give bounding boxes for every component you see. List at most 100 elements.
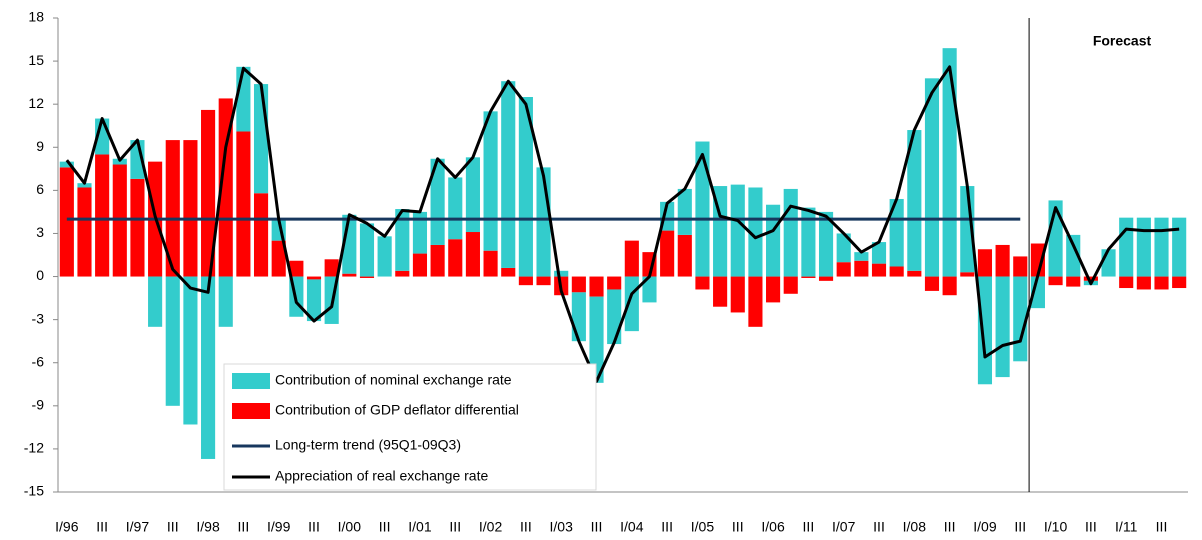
lines bbox=[65, 65, 1180, 383]
bar bbox=[95, 154, 110, 277]
x-tick-label: III bbox=[873, 519, 885, 535]
bar bbox=[412, 253, 428, 277]
bar bbox=[465, 232, 480, 277]
bar bbox=[1066, 276, 1081, 287]
bar bbox=[766, 276, 781, 303]
bar bbox=[554, 270, 569, 277]
bar bbox=[236, 66, 251, 132]
bar bbox=[730, 184, 745, 277]
x-tick-label: I/01 bbox=[408, 519, 432, 535]
x-tick-label: I/10 bbox=[1044, 519, 1068, 535]
bar bbox=[201, 276, 216, 459]
bar bbox=[624, 240, 639, 277]
x-tick-label: III bbox=[591, 519, 603, 535]
bar bbox=[783, 276, 798, 294]
bar bbox=[907, 270, 922, 277]
y-tick-label: -3 bbox=[32, 310, 45, 326]
bar bbox=[501, 81, 516, 268]
bar bbox=[871, 242, 887, 264]
bar bbox=[1030, 243, 1045, 277]
bar bbox=[448, 177, 463, 240]
bar bbox=[183, 276, 198, 425]
bar bbox=[942, 276, 957, 296]
bar bbox=[589, 276, 604, 297]
bar bbox=[571, 292, 586, 342]
x-tick-label: III bbox=[732, 519, 744, 535]
x-tick-label: I/06 bbox=[761, 519, 785, 535]
bar bbox=[165, 140, 180, 277]
y-tick-label: 12 bbox=[28, 95, 44, 111]
bar bbox=[730, 276, 745, 313]
bar bbox=[518, 97, 533, 277]
bar bbox=[907, 130, 922, 271]
bar bbox=[889, 266, 904, 277]
forecast-label: Forecast bbox=[1093, 33, 1152, 49]
y-tick-label: 6 bbox=[36, 181, 44, 197]
x-tick-label: I/99 bbox=[267, 519, 291, 535]
x-tick-label: III bbox=[661, 519, 673, 535]
x-tick-label: I/09 bbox=[973, 519, 997, 535]
bar bbox=[77, 183, 92, 188]
bar bbox=[977, 249, 993, 277]
bar bbox=[218, 276, 233, 327]
bar bbox=[342, 273, 357, 277]
x-tick-label: I/05 bbox=[691, 519, 715, 535]
bar bbox=[306, 279, 322, 322]
bar bbox=[395, 270, 410, 277]
x-tick-label: I/02 bbox=[479, 519, 503, 535]
bar bbox=[871, 263, 887, 277]
bar bbox=[677, 188, 692, 235]
legend-label: Contribution of nominal exchange rate bbox=[275, 372, 512, 388]
bar bbox=[253, 193, 269, 277]
legend-label: Long-term trend (95Q1-09Q3) bbox=[275, 437, 461, 453]
x-tick-label: I/03 bbox=[550, 519, 574, 535]
bar bbox=[924, 78, 940, 277]
bar bbox=[713, 276, 728, 307]
bar bbox=[1172, 217, 1187, 277]
bar bbox=[1101, 249, 1116, 277]
bar bbox=[766, 204, 781, 277]
x-tick-label: III bbox=[803, 519, 815, 535]
bar bbox=[1136, 217, 1151, 277]
x-tick-label: I/97 bbox=[126, 519, 150, 535]
x-tick-label: I/08 bbox=[903, 519, 927, 535]
legend-swatch bbox=[232, 403, 270, 419]
bar bbox=[289, 260, 304, 277]
bar bbox=[1119, 217, 1134, 277]
bar bbox=[518, 276, 533, 286]
bar bbox=[960, 272, 975, 277]
bar bbox=[889, 198, 904, 267]
y-tick-label: 0 bbox=[36, 267, 44, 283]
x-tick-label: I/04 bbox=[620, 519, 644, 535]
bar bbox=[253, 84, 269, 194]
bar bbox=[818, 211, 834, 277]
bar bbox=[1066, 234, 1081, 277]
x-tick-label: I/00 bbox=[338, 519, 362, 535]
x-tick-label: III bbox=[520, 519, 532, 535]
y-tick-label: -9 bbox=[32, 397, 45, 413]
bar bbox=[448, 239, 463, 277]
x-tick-label: III bbox=[449, 519, 461, 535]
x-tick-label: I/96 bbox=[55, 519, 79, 535]
bar bbox=[536, 276, 551, 286]
bar bbox=[571, 276, 586, 293]
y-tick-label: 9 bbox=[36, 138, 44, 154]
bar bbox=[1154, 217, 1169, 277]
y-tick-label: -15 bbox=[24, 483, 44, 499]
bar bbox=[148, 276, 163, 327]
line-series bbox=[65, 65, 1180, 383]
bar bbox=[836, 262, 851, 277]
x-tick-label: III bbox=[238, 519, 250, 535]
bar bbox=[165, 276, 180, 406]
bar bbox=[201, 109, 216, 277]
legend-label: Appreciation of real exchange rate bbox=[275, 468, 488, 484]
bar bbox=[236, 131, 251, 277]
bar bbox=[783, 188, 798, 277]
legend-swatch bbox=[232, 373, 270, 389]
bar bbox=[483, 250, 498, 277]
bar bbox=[465, 157, 480, 233]
x-tick-label: III bbox=[308, 519, 320, 535]
legend-box bbox=[223, 363, 597, 491]
bar bbox=[1154, 276, 1169, 290]
